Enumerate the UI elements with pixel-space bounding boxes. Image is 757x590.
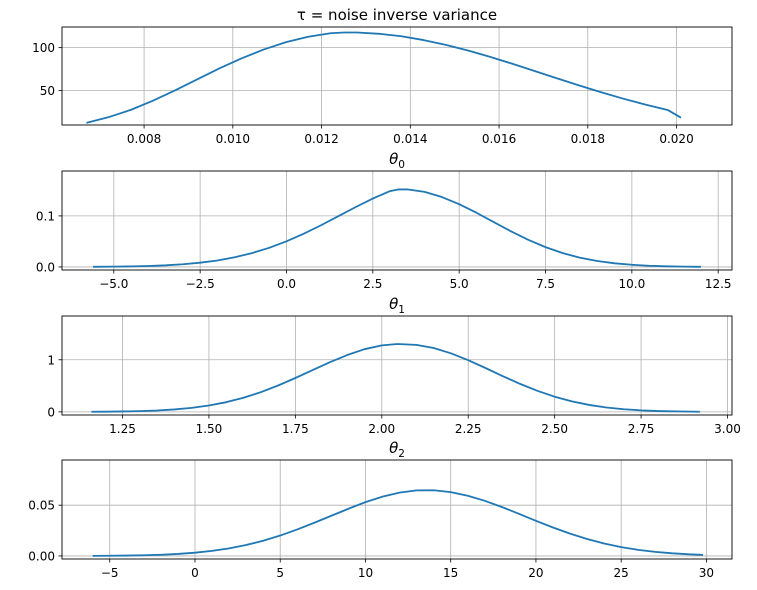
y-tick-label: 0.05 — [28, 499, 55, 513]
y-tick-label: 0.00 — [28, 549, 55, 563]
x-tick-label: 5 — [276, 566, 284, 580]
chart-panel-theta2: −5 0 5 10 15 20 25 30 0.00 0.05 θ2 — [28, 439, 733, 580]
x-tick-label: 0.018 — [571, 132, 605, 146]
axes-frame — [61, 170, 733, 271]
y-tick-label: 100 — [32, 41, 55, 55]
chart-panel-tau: 0.008 0.010 0.012 0.014 0.016 0.018 0.020 50 100… — [32, 6, 733, 146]
x-tick-label: 1.25 — [109, 422, 136, 436]
series-line — [92, 489, 704, 557]
x-tick-label: 25 — [614, 566, 629, 580]
series-line — [86, 31, 682, 124]
x-tick-label: 1.75 — [282, 422, 309, 436]
x-tick-label: 20 — [528, 566, 543, 580]
panel-title: θ2 — [389, 439, 405, 460]
y-tick-label: 50 — [40, 84, 55, 98]
x-tick-label: 10 — [358, 566, 373, 580]
x-tick-label: 0.008 — [127, 132, 161, 146]
x-tick-label: 15 — [443, 566, 458, 580]
x-tick-label: −2.5 — [186, 277, 215, 291]
x-tick-label: 0 — [191, 566, 199, 580]
chart-panel-theta0: −5.0 −2.5 0.0 2.5 5.0 7.5 10.0 12.5 0.0 0.1 θ0 — [36, 150, 733, 291]
x-tick-label: 2.50 — [541, 422, 568, 436]
x-tick-label: 10.0 — [618, 277, 645, 291]
axes-frame — [61, 315, 733, 416]
x-tick-label: 30 — [699, 566, 714, 580]
panel-title: τ = noise inverse variance — [297, 6, 497, 24]
x-tick-label: −5 — [101, 566, 119, 580]
y-tick-label: 0.0 — [36, 260, 55, 274]
x-tick-label: 3.00 — [714, 422, 741, 436]
x-tick-label: 2.75 — [628, 422, 655, 436]
panel-title: θ0 — [389, 150, 405, 171]
x-tick-label: 0.0 — [277, 277, 296, 291]
x-tick-label: 0.014 — [393, 132, 427, 146]
x-tick-label: 0.020 — [659, 132, 693, 146]
series-line — [93, 188, 701, 268]
x-tick-label: 1.50 — [196, 422, 223, 436]
y-tick-label: 0.1 — [36, 209, 55, 223]
x-tick-label: 0.012 — [304, 132, 338, 146]
axes-frame — [61, 459, 733, 560]
chart-panel-theta1: 1.25 1.50 1.75 2.00 2.25 2.50 2.75 3.00 0 1 θ1 — [47, 295, 741, 436]
x-tick-label: 7.5 — [536, 277, 555, 291]
panel-title: θ1 — [389, 295, 405, 316]
x-tick-label: 2.25 — [455, 422, 482, 436]
x-tick-label: 2.00 — [368, 422, 395, 436]
x-tick-label: −5.0 — [99, 277, 128, 291]
x-tick-label: 0.016 — [482, 132, 516, 146]
x-tick-label: 2.5 — [363, 277, 382, 291]
x-tick-label: 0.010 — [216, 132, 250, 146]
axes-frame — [61, 26, 733, 126]
x-tick-label: 12.5 — [705, 277, 732, 291]
x-tick-label: 5.0 — [450, 277, 469, 291]
y-tick-label: 0 — [47, 405, 55, 419]
series-line — [91, 343, 700, 413]
y-tick-label: 1 — [47, 353, 55, 367]
